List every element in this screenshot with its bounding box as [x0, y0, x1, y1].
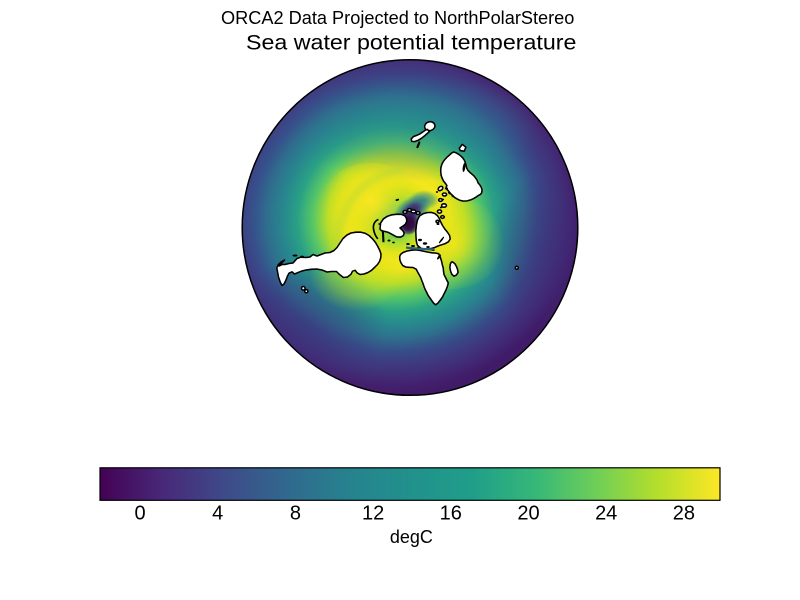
svg-text:4: 4 — [212, 502, 223, 524]
svg-text:8: 8 — [290, 502, 301, 524]
svg-text:degC: degC — [390, 527, 433, 547]
svg-text:24: 24 — [595, 502, 617, 524]
svg-text:28: 28 — [673, 502, 695, 524]
svg-text:16: 16 — [440, 502, 462, 524]
svg-text:20: 20 — [517, 502, 539, 524]
svg-text:Sea water potential temperatur: Sea water potential temperature — [246, 30, 576, 54]
svg-text:0: 0 — [134, 502, 145, 524]
svg-text:12: 12 — [362, 502, 384, 524]
svg-text:ORCA2 Data Projected to NorthP: ORCA2 Data Projected to NorthPolarStereo — [221, 8, 574, 28]
